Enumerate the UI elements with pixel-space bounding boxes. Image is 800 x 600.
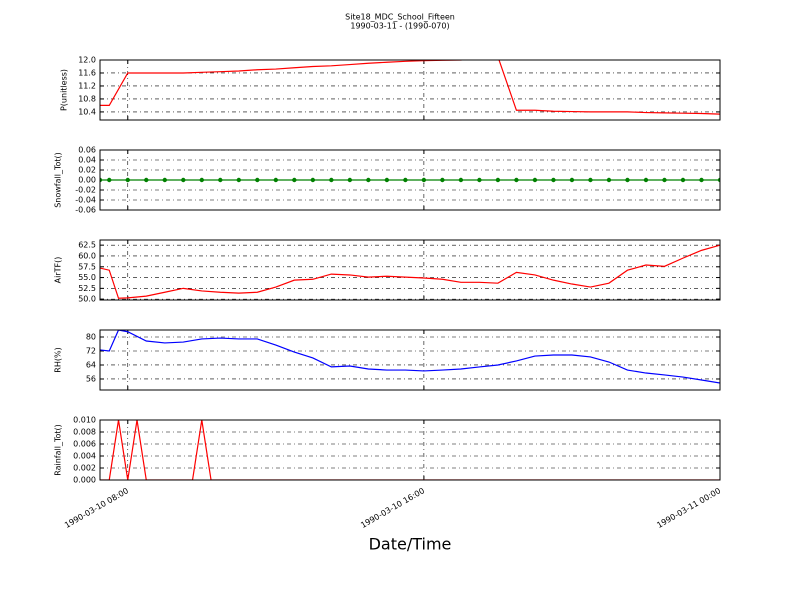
data-marker bbox=[606, 177, 612, 183]
data-marker bbox=[403, 177, 408, 183]
data-marker bbox=[236, 177, 242, 183]
data-marker bbox=[717, 177, 720, 183]
data-marker bbox=[514, 177, 519, 183]
y-tick-label: 56 bbox=[86, 374, 96, 383]
data-marker bbox=[310, 177, 316, 183]
plot-area bbox=[100, 60, 720, 115]
data-marker bbox=[329, 177, 334, 183]
y-tick-label: 55.0 bbox=[78, 273, 96, 282]
data-marker bbox=[421, 177, 427, 183]
data-marker bbox=[273, 177, 279, 183]
data-marker bbox=[181, 177, 186, 183]
y-tick-label: 50.0 bbox=[78, 295, 96, 304]
chart-title: Site18_MDC_School_Fifteen bbox=[345, 13, 455, 22]
plot-area bbox=[100, 177, 720, 183]
y-tick-label: 12.0 bbox=[78, 56, 96, 65]
y-tick-label: 0.00 bbox=[78, 176, 96, 185]
y-tick-label: 57.5 bbox=[78, 262, 96, 271]
y-tick-label: 0.004 bbox=[73, 452, 96, 461]
y-tick-label: 0.010 bbox=[73, 416, 96, 425]
data-marker bbox=[366, 177, 371, 183]
data-marker bbox=[625, 177, 630, 183]
y-axis-label: Snowfall_Tot() bbox=[54, 152, 63, 208]
plot-area bbox=[100, 244, 720, 299]
data-marker bbox=[218, 177, 223, 183]
data-marker bbox=[477, 177, 482, 183]
x-axis-label: Date/Time bbox=[369, 535, 452, 554]
x-tick-label: 1990-03-10 08:00 bbox=[63, 486, 130, 530]
data-marker bbox=[384, 177, 390, 183]
data-line bbox=[100, 60, 720, 115]
y-tick-label: 10.8 bbox=[78, 94, 96, 103]
data-marker bbox=[199, 177, 204, 183]
axes-frame bbox=[99, 149, 721, 211]
y-tick-label: 0.02 bbox=[78, 166, 96, 175]
y-tick-label: 60.0 bbox=[78, 251, 96, 260]
data-line bbox=[100, 330, 720, 384]
data-marker bbox=[292, 177, 297, 183]
data-marker bbox=[162, 177, 167, 183]
axes-frame bbox=[99, 59, 721, 121]
data-marker bbox=[347, 177, 353, 183]
y-tick-label: 0.002 bbox=[73, 464, 96, 473]
y-tick-label: -0.06 bbox=[75, 206, 96, 215]
y-tick-label: 10.4 bbox=[78, 107, 96, 116]
data-marker bbox=[569, 177, 575, 183]
data-marker bbox=[588, 177, 593, 183]
y-tick-label: 0.006 bbox=[73, 440, 96, 449]
axes-frame bbox=[99, 329, 721, 391]
data-marker bbox=[680, 177, 686, 183]
data-marker bbox=[107, 177, 112, 183]
data-marker bbox=[551, 177, 556, 183]
data-marker bbox=[100, 177, 103, 183]
y-tick-label: 11.6 bbox=[78, 68, 96, 77]
y-tick-label: 64 bbox=[86, 360, 96, 369]
y-tick-label: -0.04 bbox=[75, 196, 96, 205]
x-tick-label: 1990-03-10 16:00 bbox=[359, 486, 426, 530]
data-line bbox=[100, 244, 720, 299]
data-marker bbox=[643, 177, 649, 183]
axes-frame bbox=[99, 419, 721, 481]
data-marker bbox=[255, 177, 260, 183]
y-tick-label: 0.008 bbox=[73, 428, 96, 437]
y-axis-label: AirTF() bbox=[54, 257, 63, 284]
plot-area bbox=[100, 330, 720, 384]
y-tick-label: -0.02 bbox=[75, 186, 96, 195]
chart-subtitle: 1990-03-11 - (1990-070) bbox=[350, 22, 449, 31]
data-marker bbox=[495, 177, 501, 183]
y-tick-label: 80 bbox=[86, 332, 96, 341]
y-tick-label: 0.04 bbox=[78, 156, 96, 165]
y-axis-label: RH(%) bbox=[54, 347, 63, 372]
data-marker bbox=[699, 177, 704, 183]
y-tick-label: 11.2 bbox=[78, 81, 96, 90]
y-tick-label: 72 bbox=[86, 346, 96, 355]
data-marker bbox=[125, 177, 130, 183]
y-tick-label: 0.06 bbox=[78, 146, 96, 155]
data-marker bbox=[458, 177, 464, 183]
y-axis-label: P(unitless) bbox=[60, 69, 69, 111]
y-tick-label: 62.5 bbox=[78, 241, 96, 250]
data-line bbox=[100, 420, 720, 480]
axes-frame bbox=[99, 239, 721, 301]
y-tick-label: 0.000 bbox=[73, 476, 96, 485]
plot-area bbox=[100, 420, 720, 480]
data-marker bbox=[532, 177, 538, 183]
y-axis-label: Rainfall_Tot() bbox=[54, 424, 63, 476]
data-marker bbox=[440, 177, 445, 183]
data-marker bbox=[662, 177, 667, 183]
x-tick-label: 1990-03-11 00:00 bbox=[655, 486, 722, 530]
y-tick-label: 52.5 bbox=[78, 284, 96, 293]
data-marker bbox=[144, 177, 149, 183]
